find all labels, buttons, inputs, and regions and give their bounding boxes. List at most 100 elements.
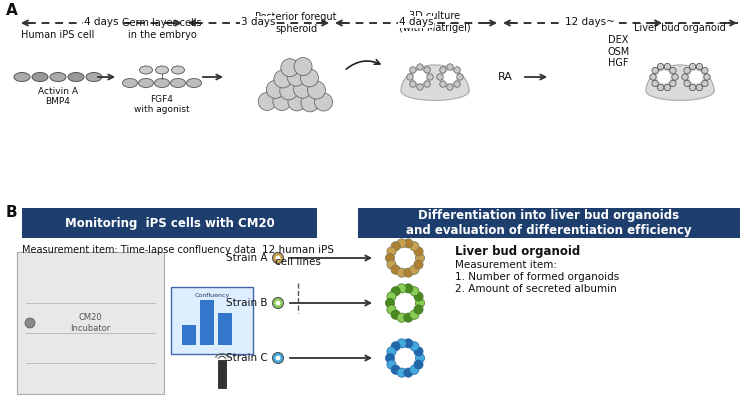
Ellipse shape — [86, 73, 102, 81]
Circle shape — [684, 80, 690, 87]
Circle shape — [301, 94, 319, 112]
Circle shape — [670, 80, 676, 87]
Circle shape — [397, 313, 406, 322]
Circle shape — [416, 299, 424, 308]
Circle shape — [274, 70, 292, 88]
Circle shape — [684, 67, 690, 74]
Circle shape — [397, 239, 406, 248]
Circle shape — [672, 74, 678, 80]
Circle shape — [293, 80, 311, 98]
FancyBboxPatch shape — [17, 252, 164, 394]
Circle shape — [387, 347, 396, 356]
Circle shape — [410, 81, 416, 87]
Text: 2. Amount of secreted albumin: 2. Amount of secreted albumin — [455, 284, 616, 294]
Circle shape — [440, 81, 446, 87]
Circle shape — [682, 74, 688, 80]
Circle shape — [266, 81, 284, 98]
Circle shape — [404, 313, 413, 322]
Circle shape — [272, 297, 284, 309]
Circle shape — [273, 93, 291, 111]
Ellipse shape — [170, 78, 185, 88]
Circle shape — [414, 260, 423, 269]
Circle shape — [652, 80, 658, 87]
Circle shape — [406, 74, 413, 80]
Circle shape — [414, 247, 423, 256]
Circle shape — [280, 59, 298, 77]
Text: 12 days~: 12 days~ — [565, 17, 615, 27]
Circle shape — [391, 365, 400, 374]
Circle shape — [658, 84, 664, 91]
Circle shape — [272, 353, 284, 363]
FancyBboxPatch shape — [22, 208, 317, 238]
Circle shape — [650, 74, 656, 80]
Circle shape — [410, 67, 416, 73]
Circle shape — [689, 63, 696, 70]
Circle shape — [427, 74, 433, 80]
Circle shape — [440, 67, 446, 73]
Circle shape — [314, 93, 332, 111]
Text: Differentiation into liver bud organoids
and evaluation of differentiation effic: Differentiation into liver bud organoids… — [406, 209, 692, 237]
Circle shape — [444, 71, 456, 83]
Circle shape — [696, 84, 703, 91]
Circle shape — [454, 67, 460, 73]
Ellipse shape — [154, 78, 170, 88]
Polygon shape — [401, 65, 469, 100]
Bar — [200, 300, 214, 345]
Circle shape — [414, 360, 423, 369]
Text: Liver bud organoid: Liver bud organoid — [634, 23, 726, 33]
Circle shape — [410, 342, 419, 351]
Circle shape — [294, 57, 312, 76]
Ellipse shape — [139, 78, 154, 88]
Circle shape — [387, 260, 396, 269]
Ellipse shape — [32, 73, 48, 81]
Circle shape — [386, 254, 394, 263]
Circle shape — [417, 64, 423, 70]
Circle shape — [275, 301, 280, 306]
Text: B: B — [6, 205, 18, 220]
Circle shape — [664, 63, 670, 70]
Text: Measurement item:: Measurement item: — [455, 260, 557, 270]
Circle shape — [414, 347, 423, 356]
Circle shape — [658, 71, 670, 83]
Text: CM20
Incubator: CM20 Incubator — [70, 313, 111, 333]
Bar — [218, 360, 226, 388]
Circle shape — [397, 339, 406, 348]
Circle shape — [25, 318, 35, 328]
Circle shape — [404, 368, 413, 377]
Circle shape — [416, 254, 424, 263]
Circle shape — [424, 67, 430, 73]
Text: Human iPS cell: Human iPS cell — [21, 30, 94, 40]
Circle shape — [702, 67, 708, 74]
Ellipse shape — [50, 73, 66, 81]
Circle shape — [258, 93, 276, 110]
Circle shape — [447, 64, 453, 70]
Circle shape — [704, 74, 710, 80]
Text: Monitoring  iPS cells with CM20: Monitoring iPS cells with CM20 — [64, 216, 274, 230]
Circle shape — [410, 242, 419, 251]
Circle shape — [288, 93, 306, 111]
Circle shape — [404, 268, 413, 277]
Circle shape — [404, 239, 413, 248]
Circle shape — [391, 265, 400, 274]
Circle shape — [658, 63, 664, 70]
Text: 4 days: 4 days — [84, 17, 118, 27]
Text: 3D culture
(with Matrigel): 3D culture (with Matrigel) — [399, 12, 471, 33]
Circle shape — [387, 292, 396, 301]
Circle shape — [396, 349, 414, 367]
Circle shape — [387, 247, 396, 256]
Circle shape — [404, 339, 413, 348]
Circle shape — [404, 284, 413, 293]
Ellipse shape — [155, 66, 169, 74]
Circle shape — [301, 69, 319, 87]
Circle shape — [410, 287, 419, 296]
Circle shape — [397, 268, 406, 277]
Text: Strain C: Strain C — [226, 353, 268, 363]
Text: A: A — [6, 3, 18, 18]
Ellipse shape — [122, 78, 137, 88]
Text: Posterior foregut
spheroid: Posterior foregut spheroid — [255, 12, 337, 34]
Circle shape — [689, 71, 703, 83]
Text: 4 days: 4 days — [399, 17, 433, 27]
Circle shape — [275, 356, 280, 361]
Circle shape — [391, 242, 400, 251]
Circle shape — [396, 294, 414, 312]
